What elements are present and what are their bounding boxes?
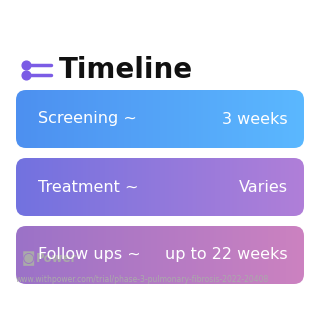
- Text: ◙: ◙: [22, 252, 36, 266]
- Text: Treatment ~: Treatment ~: [38, 180, 139, 195]
- Text: Follow ups ~: Follow ups ~: [38, 248, 141, 263]
- Text: up to 22 weeks: up to 22 weeks: [165, 248, 288, 263]
- Text: 3 weeks: 3 weeks: [222, 112, 288, 127]
- Text: www.withpower.com/trial/phase-3-pulmonary-fibrosis-2022-20408: www.withpower.com/trial/phase-3-pulmonar…: [16, 274, 269, 284]
- Text: Varies: Varies: [239, 180, 288, 195]
- Text: Power: Power: [36, 252, 77, 266]
- Text: Timeline: Timeline: [59, 56, 193, 84]
- Text: Screening ~: Screening ~: [38, 112, 137, 127]
